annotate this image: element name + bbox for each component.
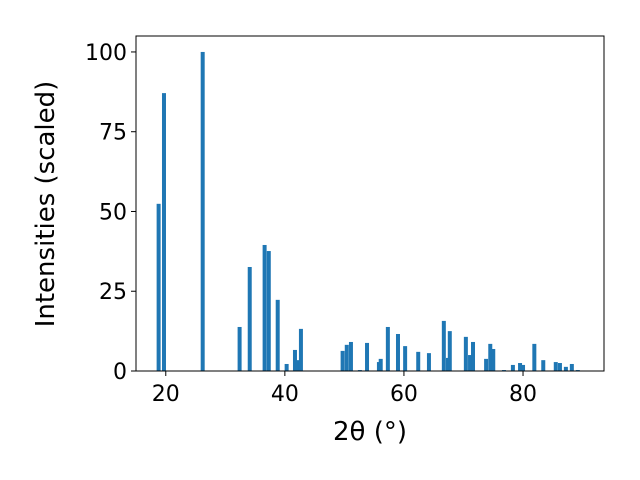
bar bbox=[365, 342, 370, 371]
bar bbox=[247, 266, 252, 371]
bar bbox=[441, 320, 446, 371]
bar bbox=[468, 355, 473, 371]
bar bbox=[378, 358, 383, 371]
y-tick-label: 75 bbox=[99, 121, 127, 146]
bar bbox=[237, 326, 242, 371]
bar bbox=[403, 346, 408, 371]
bar bbox=[161, 93, 166, 371]
bar bbox=[521, 364, 526, 371]
x-tick-label: 60 bbox=[390, 382, 418, 407]
bar bbox=[553, 362, 558, 371]
x-tick-label: 80 bbox=[509, 382, 537, 407]
x-axis-label: 2θ (°) bbox=[333, 417, 407, 447]
bar bbox=[484, 358, 489, 371]
y-tick-label: 50 bbox=[99, 200, 127, 225]
bar bbox=[200, 51, 205, 371]
bar bbox=[275, 299, 280, 371]
bar bbox=[463, 336, 468, 371]
bar bbox=[298, 328, 303, 371]
bar bbox=[447, 331, 452, 371]
x-tick-label: 20 bbox=[152, 382, 180, 407]
y-tick-label: 25 bbox=[99, 280, 127, 305]
bar bbox=[262, 244, 267, 371]
x-tick-label: 40 bbox=[271, 382, 299, 407]
bar bbox=[569, 363, 574, 371]
bar bbox=[266, 251, 271, 371]
bar bbox=[518, 363, 523, 371]
y-tick-label: 100 bbox=[85, 41, 127, 66]
bar bbox=[340, 350, 345, 371]
bar bbox=[156, 203, 161, 371]
bar bbox=[284, 363, 289, 371]
bar bbox=[491, 348, 496, 371]
bar bbox=[488, 343, 493, 371]
y-tick-label: 0 bbox=[113, 360, 127, 385]
bar bbox=[348, 341, 353, 371]
bar bbox=[563, 366, 568, 371]
bar bbox=[426, 353, 431, 371]
bar bbox=[416, 351, 421, 371]
bar bbox=[532, 343, 537, 371]
bar bbox=[344, 344, 349, 371]
bar bbox=[541, 360, 546, 371]
bar bbox=[292, 349, 297, 371]
bar bbox=[557, 363, 562, 371]
bar bbox=[395, 333, 400, 371]
plot-frame bbox=[135, 35, 605, 372]
bar bbox=[471, 341, 476, 371]
bar bbox=[510, 364, 515, 371]
bar bbox=[385, 326, 390, 371]
y-axis-label: Intensities (scaled) bbox=[31, 81, 61, 328]
bar bbox=[295, 360, 300, 371]
